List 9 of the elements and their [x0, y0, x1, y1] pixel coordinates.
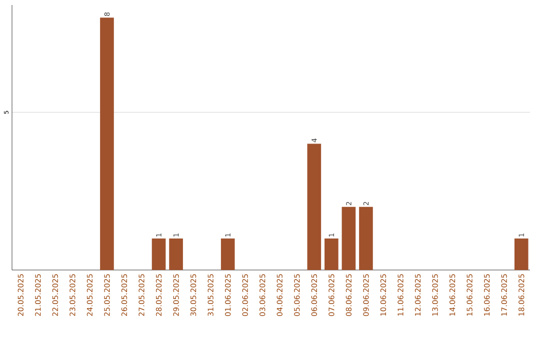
- bar: [100, 18, 114, 270]
- bar: [307, 144, 322, 270]
- bar: [324, 238, 338, 270]
- bar: [220, 238, 235, 270]
- bar: [152, 238, 166, 270]
- bar: [514, 238, 528, 270]
- bar: [359, 206, 373, 270]
- bar: [169, 238, 183, 270]
- bar: [342, 206, 356, 270]
